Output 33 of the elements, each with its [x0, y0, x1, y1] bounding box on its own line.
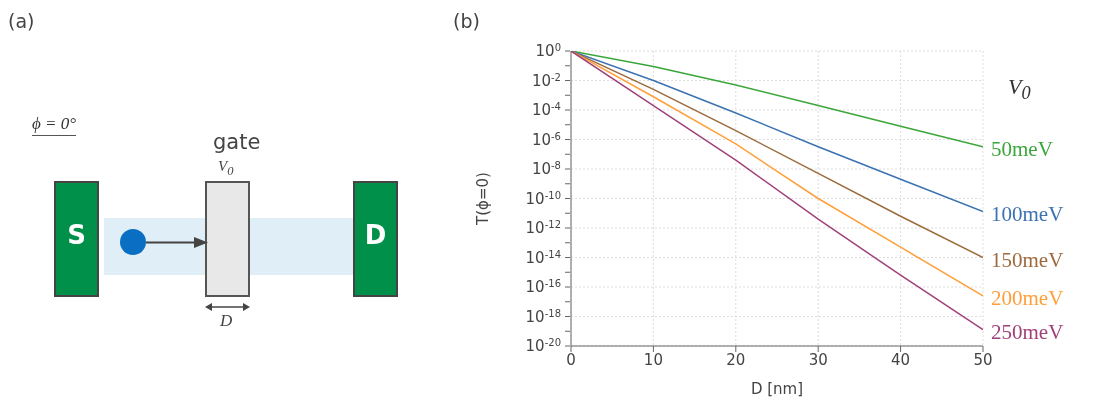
- y-tick-label: 10$^{-2}$: [531, 71, 561, 90]
- series-label: 50meV: [991, 136, 1053, 161]
- y-tick-label: 10$^{-6}$: [531, 130, 561, 149]
- series-label: 150meV: [991, 247, 1064, 272]
- y-tick-label: 10$^{-14}$: [525, 248, 561, 267]
- y-tick-label: 10$^{-10}$: [525, 189, 561, 208]
- legend-title: V$_{0}$: [1008, 74, 1031, 104]
- x-tick-label: 10: [643, 350, 663, 369]
- text: S: [66, 220, 87, 250]
- text: D: [363, 220, 388, 250]
- y-tick-label: 10$^{-18}$: [525, 307, 561, 326]
- text: gate: [213, 130, 261, 154]
- y-tick-label: 10$^{-4}$: [531, 100, 561, 119]
- y-tick-label: 10$^{-20}$: [525, 336, 561, 355]
- x-tick-label: 0: [566, 350, 576, 369]
- text: V$_{0}$: [218, 158, 234, 178]
- text: ϕ = 0°: [32, 114, 77, 133]
- x-tick-label: 30: [808, 350, 828, 369]
- text: D: [220, 311, 233, 331]
- y-tick-label: 10$^{0}$: [535, 41, 561, 60]
- x-tick-label: 50: [973, 350, 993, 369]
- text: (a): [8, 10, 35, 32]
- x-tick-label: 40: [891, 350, 911, 369]
- x-axis-title: D [nm]: [750, 380, 804, 398]
- y-tick-label: 10$^{-16}$: [525, 277, 561, 296]
- y-axis-title: T(ϕ=0): [474, 172, 493, 226]
- series-label: 100meV: [991, 201, 1064, 226]
- series-label: 200meV: [991, 285, 1064, 310]
- y-tick-label: 10$^{-8}$: [531, 159, 561, 178]
- y-tick-label: 10$^{-12}$: [525, 218, 561, 237]
- x-tick-label: 20: [726, 350, 746, 369]
- chart-title: (b): [453, 10, 480, 32]
- series-label: 250meV: [991, 319, 1064, 344]
